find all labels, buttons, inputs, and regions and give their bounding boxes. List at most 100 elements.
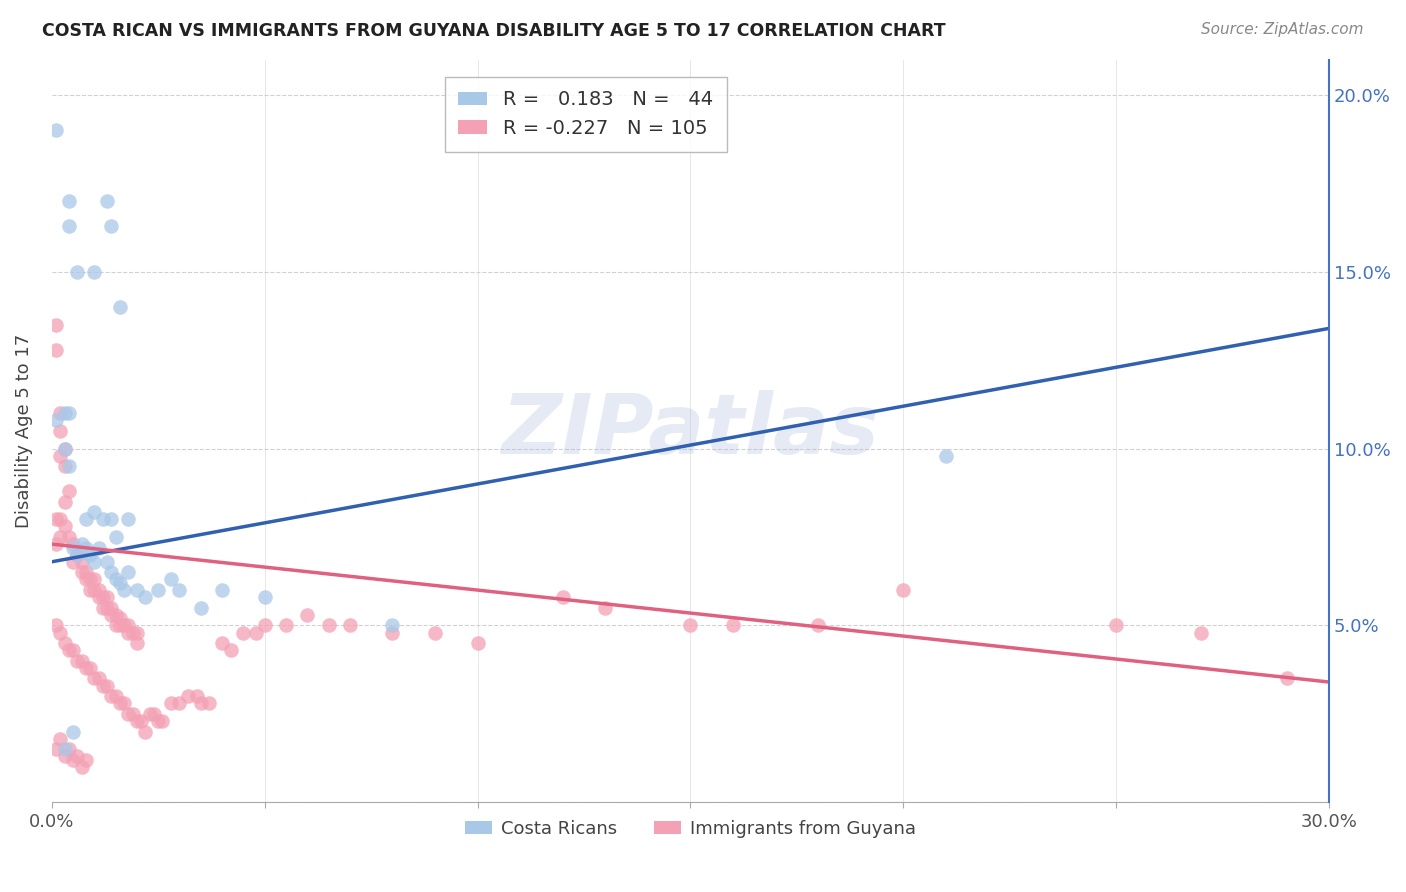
Point [70,760,93,774]
Point [66,749,89,764]
Point [58,406,80,420]
Point [70,537,93,551]
Point [75,573,97,587]
Point [45,413,67,427]
Point [121,625,143,640]
Point [79,583,101,598]
Point [96,590,118,604]
Point [53,749,76,764]
Point [148,714,170,728]
Point [245,625,267,640]
Point [891,583,914,598]
Point [169,696,191,710]
Point [66,548,89,562]
Point [96,194,118,208]
Point [125,625,148,640]
Point [100,512,122,526]
Point [190,696,212,710]
Point [117,566,139,580]
Point [96,555,118,569]
Point [49,449,72,463]
Point [53,442,76,456]
Point [83,505,105,519]
Text: COSTA RICAN VS IMMIGRANTS FROM GUYANA DISABILITY AGE 5 TO 17 CORRELATION CHART: COSTA RICAN VS IMMIGRANTS FROM GUYANA DI… [42,22,946,40]
Point [75,661,97,675]
Point [75,512,97,526]
Point [53,442,76,456]
Point [467,636,489,650]
Point [152,714,174,728]
Point [62,753,84,767]
Point [190,600,212,615]
Legend: Costa Ricans, Immigrants from Guyana: Costa Ricans, Immigrants from Guyana [458,813,922,846]
Point [75,566,97,580]
Point [62,537,84,551]
Point [169,583,191,598]
Point [186,689,208,703]
Point [49,424,72,438]
Point [87,672,110,686]
Point [70,555,93,569]
Point [935,449,957,463]
Point [177,689,200,703]
Point [62,643,84,657]
Point [253,618,276,632]
Point [381,618,404,632]
Point [112,583,135,598]
Point [53,636,76,650]
Point [138,706,160,721]
Point [49,512,72,526]
Point [721,618,744,632]
Point [112,618,135,632]
Y-axis label: Disability Age 5 to 17: Disability Age 5 to 17 [15,334,32,528]
Point [423,625,446,640]
Point [75,753,97,767]
Point [100,600,122,615]
Point [45,123,67,137]
Point [53,459,76,474]
Point [58,643,80,657]
Point [45,618,67,632]
Point [104,607,127,622]
Point [274,618,297,632]
Point [96,679,118,693]
Point [91,590,114,604]
Point [100,566,122,580]
Point [75,541,97,555]
Point [83,573,105,587]
Point [134,724,156,739]
Point [45,318,67,332]
Point [83,672,105,686]
Point [117,706,139,721]
Point [91,679,114,693]
Point [232,625,254,640]
Point [121,706,143,721]
Point [79,573,101,587]
Point [58,530,80,544]
Point [87,583,110,598]
Point [108,618,131,632]
Point [58,219,80,233]
Point [104,573,127,587]
Point [1105,618,1128,632]
Point [108,300,131,314]
Point [129,714,152,728]
Point [125,636,148,650]
Point [58,194,80,208]
Point [104,689,127,703]
Point [160,573,183,587]
Point [104,530,127,544]
Point [62,724,84,739]
Point [142,706,165,721]
Point [100,689,122,703]
Text: ZIPatlas: ZIPatlas [502,391,879,472]
Point [117,512,139,526]
Point [58,459,80,474]
Point [87,590,110,604]
Point [66,654,89,668]
Point [339,618,361,632]
Point [381,625,404,640]
Point [112,696,135,710]
Point [219,643,242,657]
Point [108,696,131,710]
